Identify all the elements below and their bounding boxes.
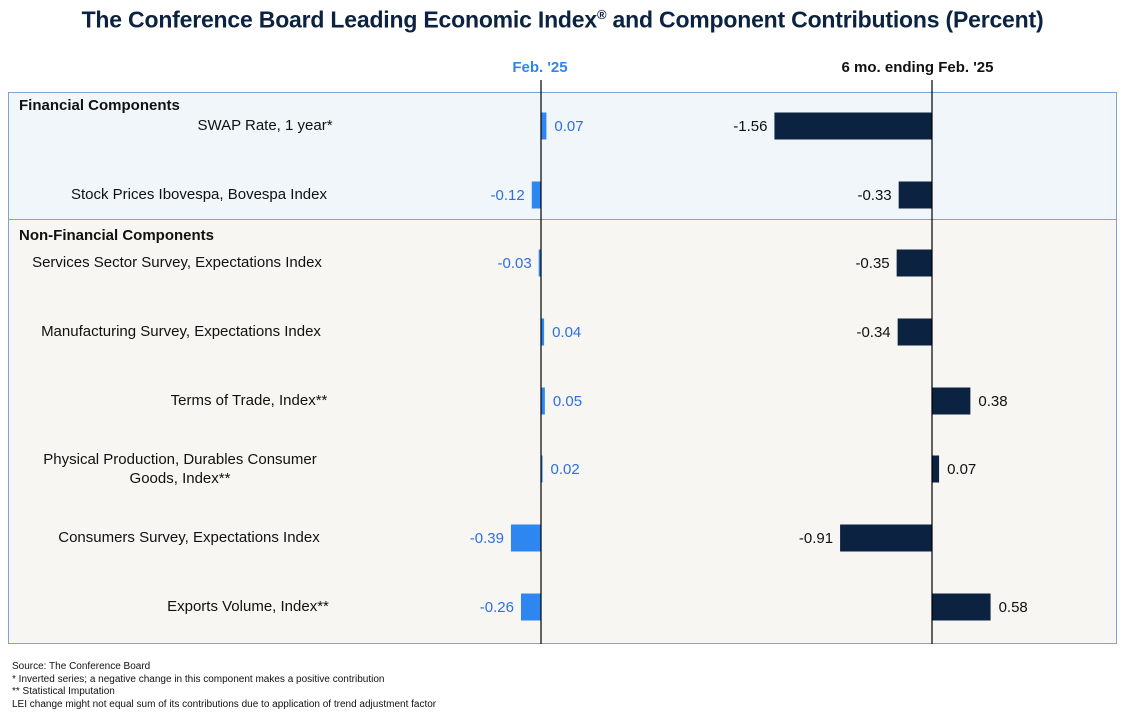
section-label-non-financial: Non-Financial Components <box>19 227 214 244</box>
value-label-six-month: -0.35 <box>855 255 889 272</box>
value-label-six-month: 0.38 <box>978 393 1007 410</box>
footnote-trend: LEI change might not equal sum of its co… <box>12 698 437 710</box>
chart-title: The Conference Board Leading Economic In… <box>0 0 1125 35</box>
bar-month <box>538 249 541 277</box>
row-label: Services Sector Survey, Expectations Ind… <box>32 254 322 271</box>
value-label-month: -0.39 <box>470 530 504 547</box>
bar-month <box>510 524 541 552</box>
bar-six-month <box>932 387 971 415</box>
footnote-source: Source: The Conference Board <box>12 661 151 672</box>
value-label-six-month: -0.34 <box>856 324 890 341</box>
value-label-month: -0.03 <box>497 255 531 272</box>
section-label-financial: Financial Components <box>19 97 180 114</box>
title-suffix: and Component Contributions (Percent) <box>606 6 1044 33</box>
bar-six-month <box>932 455 940 483</box>
row-label: Physical Production, Durables Consumer G… <box>43 451 317 487</box>
bar-month <box>541 387 545 415</box>
row-label: Exports Volume, Index** <box>167 598 329 615</box>
bar-six-month <box>897 318 932 346</box>
registered-mark: ® <box>596 7 607 22</box>
bar-month <box>531 181 541 209</box>
value-label-month: -0.26 <box>480 599 514 616</box>
column-header-six-month: 6 mo. ending Feb. '25 <box>841 59 994 76</box>
bar-month <box>520 593 541 621</box>
bar-month <box>541 318 545 346</box>
value-label-six-month: 0.58 <box>999 599 1028 616</box>
row-label: Manufacturing Survey, Expectations Index <box>41 323 321 340</box>
bar-six-month <box>896 249 932 277</box>
value-label-six-month: 0.07 <box>947 461 976 478</box>
value-label-month: 0.07 <box>554 118 583 135</box>
value-label-six-month: -1.56 <box>733 118 767 135</box>
value-label-month: 0.02 <box>551 461 580 478</box>
footnotes: Source: The Conference Board * Inverted … <box>12 661 436 711</box>
row-label: Stock Prices Ibovespa, Bovespa Index <box>71 186 327 203</box>
bar-six-month <box>898 181 932 209</box>
column-header-month: Feb. '25 <box>512 59 568 76</box>
value-label-month: 0.04 <box>552 324 581 341</box>
title-main: The Conference Board Leading Economic In… <box>81 6 598 33</box>
row-label: Terms of Trade, Index** <box>170 392 328 409</box>
value-label-month: 0.05 <box>553 393 582 410</box>
footnote-imputation: ** Statistical Imputation <box>12 686 115 697</box>
bar-six-month <box>932 593 991 621</box>
bar-six-month <box>840 524 932 552</box>
row-label: Consumers Survey, Expectations Index <box>58 529 320 546</box>
value-label-month: -0.12 <box>491 187 525 204</box>
bar-six-month <box>774 112 932 140</box>
row-label: SWAP Rate, 1 year* <box>197 117 333 134</box>
value-label-six-month: -0.91 <box>799 530 833 547</box>
bar-month <box>541 455 543 483</box>
footnote-inverted: * Inverted series; a negative change in … <box>12 673 385 685</box>
value-label-six-month: -0.33 <box>857 187 891 204</box>
bar-month <box>541 112 547 140</box>
